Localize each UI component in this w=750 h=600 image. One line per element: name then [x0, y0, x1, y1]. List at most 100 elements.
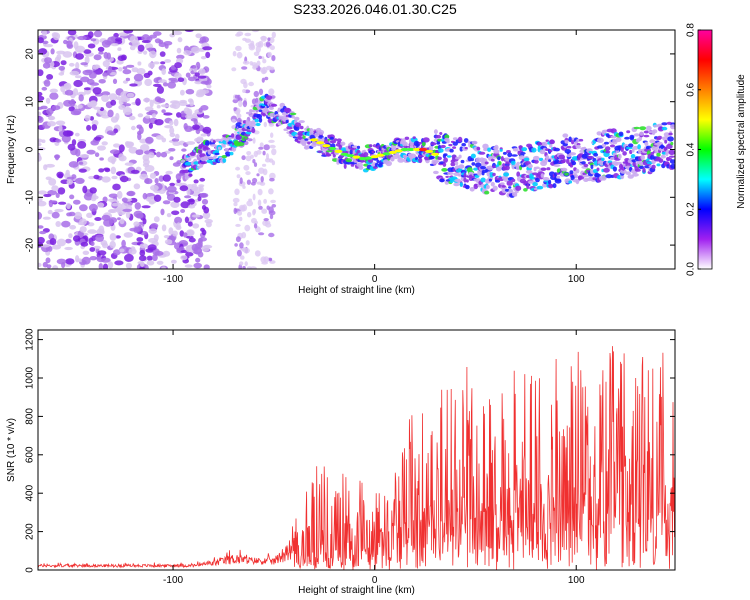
ridge-blob [629, 149, 633, 155]
ridge-blob [221, 155, 228, 159]
noise-blob [261, 77, 265, 83]
ridge-blob [660, 154, 666, 159]
ridge-core [352, 155, 361, 159]
noise-blob [66, 179, 74, 185]
ridge-blob [575, 168, 580, 174]
ridge-blob [553, 164, 561, 167]
ridge-blob [633, 133, 640, 137]
ridge-blob [437, 138, 442, 142]
ridge-blob [649, 139, 656, 144]
noise-blob [58, 201, 67, 205]
noise-blob [118, 153, 125, 161]
noise-blob [65, 258, 75, 265]
noise-blob [46, 108, 54, 115]
ridge-blob [601, 175, 607, 181]
noise-blob [149, 99, 154, 108]
ridge-blob [595, 173, 601, 178]
colorbar-tick-label: 0.2 [686, 202, 697, 216]
noise-blob [137, 113, 144, 118]
ridge-core [328, 146, 337, 151]
ridge-blob [376, 159, 380, 164]
ridge-blob [597, 137, 604, 143]
noise-blob [175, 133, 180, 140]
heatmap-blobs [38, 30, 675, 269]
noise-blob [205, 51, 211, 59]
noise-blob [38, 225, 44, 229]
noise-blob [258, 88, 264, 96]
noise-blob [153, 194, 162, 202]
noise-blob [242, 265, 246, 269]
ridge-core [310, 138, 319, 142]
noise-blob [188, 198, 195, 205]
bottom-x-tick-label: 100 [568, 575, 585, 586]
noise-blob [138, 255, 147, 262]
noise-blob [232, 50, 237, 57]
ridge-blob [392, 154, 400, 160]
noise-blob [144, 178, 153, 185]
ridge-blob [494, 144, 499, 150]
noise-blob [236, 31, 244, 36]
noise-blob [180, 89, 185, 96]
ridge-blob [286, 125, 293, 130]
noise-blob [171, 210, 180, 216]
ridge-blob [283, 128, 289, 131]
noise-blob [262, 67, 266, 74]
ridge-blob [553, 147, 561, 152]
noise-blob [232, 197, 240, 203]
ridge-blob [444, 134, 450, 139]
noise-blob [125, 210, 131, 219]
noise-blob [101, 94, 110, 103]
noise-blob [244, 261, 248, 267]
ridge-blob [270, 103, 278, 107]
noise-blob [61, 134, 71, 143]
ridge-blob [590, 164, 594, 169]
ridge-blob [187, 157, 192, 162]
noise-blob [88, 175, 95, 180]
noise-blob [247, 211, 252, 218]
noise-blob [84, 56, 90, 65]
noise-blob [45, 257, 51, 264]
noise-blob [266, 65, 272, 71]
noise-blob [115, 112, 120, 121]
noise-blob [38, 111, 42, 117]
noise-blob [98, 225, 105, 234]
noise-blob [69, 99, 76, 107]
ridge-blob [618, 131, 624, 137]
ridge-blob [495, 179, 501, 183]
noise-blob [57, 187, 66, 195]
noise-blob [186, 187, 191, 196]
noise-blob [38, 95, 45, 102]
ridge-blob [516, 171, 521, 177]
top-y-tick-label: -10 [25, 190, 36, 205]
noise-blob [269, 214, 274, 220]
noise-blob [145, 115, 151, 119]
noise-blob [263, 144, 271, 151]
noise-blob [69, 70, 80, 76]
noise-blob [52, 32, 61, 41]
noise-blob [242, 60, 250, 65]
noise-blob [63, 83, 70, 89]
noise-blob [73, 79, 83, 88]
noise-blob [256, 173, 260, 177]
ridge-blob [560, 167, 568, 172]
ridge-core [364, 156, 373, 160]
noise-blob [122, 208, 132, 212]
noise-blob [80, 76, 90, 83]
noise-blob [113, 143, 121, 148]
ridge-peak [419, 147, 427, 152]
ridge-blob [265, 95, 273, 100]
noise-blob [173, 196, 181, 203]
noise-blob [238, 204, 246, 211]
bottom-y-axis-label: SNR (10 * v/v) [6, 418, 17, 482]
noise-blob [153, 83, 162, 87]
ridge-blob [326, 150, 333, 153]
noise-blob [126, 92, 135, 98]
noise-blob [161, 224, 167, 232]
ridge-blob [433, 170, 439, 175]
noise-blob [161, 109, 166, 113]
ridge-blob [617, 153, 622, 160]
noise-blob [94, 136, 102, 141]
noise-blob [169, 132, 176, 138]
noise-blob [136, 237, 144, 242]
noise-blob [139, 173, 149, 180]
